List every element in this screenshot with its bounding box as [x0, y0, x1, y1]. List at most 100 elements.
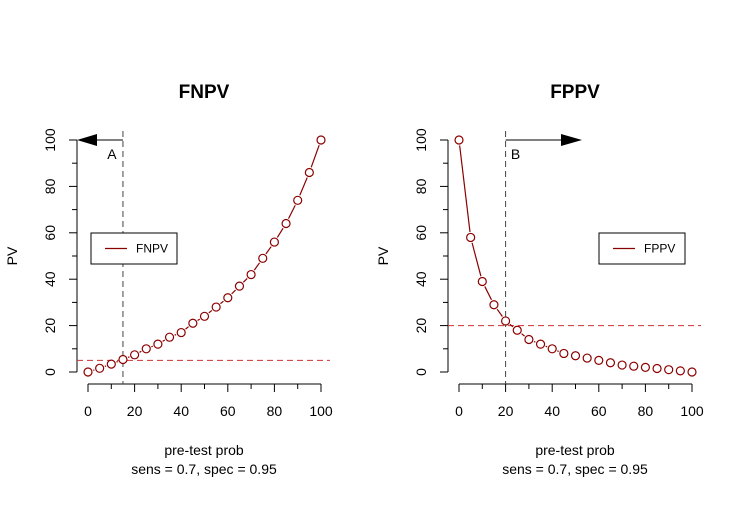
data-point: [675, 366, 685, 376]
series-segment: [276, 227, 284, 238]
data-point: [687, 367, 697, 377]
series-segment: [139, 350, 142, 353]
series-segment: [484, 286, 493, 301]
x-tick-label: 20: [127, 403, 143, 419]
series-segment: [265, 246, 272, 255]
x-tick-label: 60: [220, 403, 236, 419]
x-axis-label: pre-test prob: [164, 442, 244, 458]
series-segment: [242, 278, 248, 283]
data-point: [652, 363, 662, 374]
data-point: [477, 276, 487, 287]
series-segment: [287, 204, 296, 219]
y-tick-label: 20: [413, 318, 429, 334]
data-point: [130, 350, 140, 360]
y-axis-label: PV: [375, 246, 391, 265]
x-tick-label: 60: [591, 403, 607, 419]
chart-title: FPPV: [550, 82, 600, 103]
x-axis-sublabel: sens = 0.7, spec = 0.95: [131, 461, 277, 477]
data-point: [141, 344, 151, 354]
data-point: [664, 365, 674, 375]
data-point: [199, 311, 210, 321]
series-segment: [231, 289, 236, 295]
y-tick-label: 100: [42, 128, 58, 152]
y-tick-label: 100: [413, 128, 429, 152]
chart-panel-fnpv: FNPV 0 20 40 60 80 100 PV 0 20 40 60 80 100 pre-test p…: [4, 82, 333, 477]
legend-entry: FPPV: [644, 242, 675, 256]
series-segment: [185, 326, 189, 330]
x-axis-sublabel: sens = 0.7, spec = 0.95: [502, 461, 648, 477]
x-tick-label: 80: [267, 403, 283, 419]
series-segment: [253, 262, 261, 271]
data-point: [281, 218, 291, 229]
data-point: [258, 253, 268, 263]
data-point: [605, 358, 616, 368]
chart-title: FNPV: [179, 82, 230, 103]
y-tick-label: 40: [42, 271, 58, 287]
data-point: [118, 354, 128, 365]
x-tick-label: 100: [309, 403, 333, 419]
arrow-label: A: [107, 146, 117, 162]
data-point: [106, 359, 116, 369]
data-point: [501, 316, 511, 326]
data-point: [293, 195, 303, 205]
data-point: [304, 167, 314, 178]
y-tick-label: 0: [42, 368, 58, 376]
series-segment: [310, 144, 320, 168]
data-point: [454, 135, 464, 145]
series-segment: [174, 334, 177, 336]
x-tick-label: 100: [680, 403, 704, 419]
data-point: [489, 300, 499, 310]
x-tick-label: 0: [84, 403, 92, 419]
series-segment: [545, 345, 548, 348]
x-tick-label: 80: [638, 403, 654, 419]
data-point: [582, 353, 592, 363]
series-segment: [459, 145, 471, 233]
y-tick-label: 60: [413, 225, 429, 241]
y-tick-label: 0: [413, 368, 429, 376]
data-point: [83, 367, 93, 377]
data-point: [269, 237, 279, 247]
y-tick-label: 80: [42, 178, 58, 194]
data-point: [617, 360, 627, 370]
data-point: [524, 334, 534, 345]
data-point: [640, 362, 651, 372]
x-axis-label: pre-test prob: [535, 442, 615, 458]
series-segment: [521, 333, 525, 337]
x-tick-label: 20: [498, 403, 514, 419]
series-segment: [557, 350, 559, 352]
series-segment: [151, 345, 154, 348]
data-point: [547, 344, 557, 354]
y-tick-label: 80: [413, 178, 429, 194]
data-point: [512, 325, 522, 335]
data-point: [188, 318, 198, 328]
data-point: [234, 281, 245, 291]
data-point: [246, 269, 256, 280]
series-segment: [299, 177, 308, 196]
arrow-head-right-icon: [561, 134, 582, 146]
data-point: [594, 355, 604, 365]
arrow-head-left-icon: [77, 134, 97, 146]
y-axis-label: PV: [4, 246, 20, 265]
series-segment: [127, 356, 130, 358]
series-segment: [533, 340, 536, 343]
data-point: [176, 327, 186, 338]
chart-panel-fppv: FPPV 0 20 40 60 80 100 PV 0 20 40 60 80 100 pre-test p…: [375, 82, 704, 477]
data-point: [164, 332, 175, 342]
series-segment: [471, 242, 482, 277]
legend-entry: FNPV: [136, 242, 168, 256]
series-segment: [162, 339, 166, 342]
y-tick-label: 60: [42, 225, 58, 241]
series-segment: [496, 308, 503, 317]
x-tick-label: 0: [455, 403, 463, 419]
data-point: [211, 302, 221, 312]
data-point: [223, 293, 233, 303]
x-tick-label: 40: [544, 403, 560, 419]
x-tick-label: 40: [173, 403, 189, 419]
data-point: [95, 363, 105, 373]
series-segment: [220, 300, 224, 305]
data-point: [535, 339, 546, 349]
series-segment: [208, 309, 213, 314]
data-point: [570, 351, 581, 361]
arrow-label: B: [511, 146, 520, 162]
